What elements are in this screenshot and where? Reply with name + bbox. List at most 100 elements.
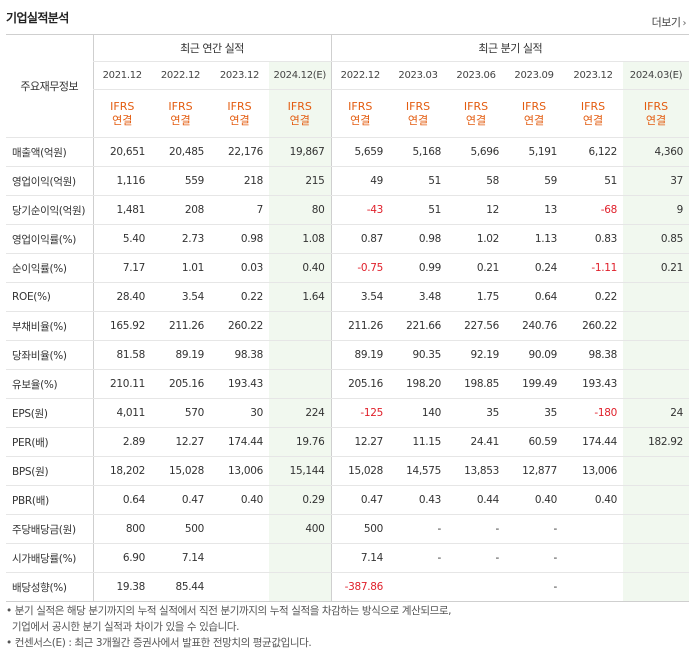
table-cell: 260.22 <box>563 311 624 341</box>
table-cell: 19.76 <box>269 427 332 457</box>
ifrs-label: IFRS <box>227 99 252 113</box>
table-cell <box>210 543 269 573</box>
table-cell <box>623 572 690 602</box>
table-cell: 51 <box>389 195 448 225</box>
table-cell <box>623 340 690 370</box>
table-cell: 89.19 <box>330 340 390 370</box>
table-cell: 7.17 <box>92 253 151 283</box>
financial-summary-table: 주요재무정보 최근 연간 실적 최근 분기 실적 2021.12 2022.12 2… <box>6 34 690 602</box>
ifrs-badge: IFRS 연결 <box>92 89 151 138</box>
table-cell: 7.14 <box>330 543 390 573</box>
table-cell: 0.98 <box>210 224 269 254</box>
table-cell: 199.49 <box>505 369 564 399</box>
table-cell: - <box>447 514 506 544</box>
table-cell: 0.21 <box>623 253 690 283</box>
table-cell: 215 <box>269 166 332 196</box>
table-cell: 0.22 <box>210 282 269 312</box>
table-cell: -68 <box>563 195 624 225</box>
table-row: 배당성향(%) 19.38 85.44 -387.86 - <box>6 572 690 602</box>
row-label: 유보율(%) <box>6 369 93 399</box>
table-cell: 570 <box>151 398 210 428</box>
table-cell: 15,028 <box>330 456 390 486</box>
ifrs-badge: IFRS 연결 <box>330 89 390 138</box>
more-link[interactable]: 더보기 › <box>652 14 687 30</box>
table-cell: 92.19 <box>447 340 506 370</box>
table-cell: 210.11 <box>92 369 151 399</box>
table-cell: 3.48 <box>389 282 448 312</box>
period-header: 2023.12 <box>210 61 269 90</box>
row-label: ROE(%) <box>6 282 93 312</box>
table-cell: 5,168 <box>389 137 448 167</box>
consolidated-label: 연결 <box>350 113 371 127</box>
consolidated-label: 연결 <box>465 113 487 127</box>
footnote-3: • 컨센서스(E) : 최근 3개월간 증권사에서 발표한 전망치의 평균값입니… <box>6 637 312 648</box>
period-header: 2021.12 <box>92 61 151 90</box>
table-cell: 0.99 <box>389 253 448 283</box>
period-header: 2023.09 <box>505 61 564 90</box>
table-row: ROE(%) 28.40 3.54 0.22 1.64 3.54 3.48 1.75 0.64 0… <box>6 282 690 312</box>
table-cell <box>447 572 506 602</box>
table-cell: 6,122 <box>563 137 624 167</box>
table-cell: 85.44 <box>151 572 210 602</box>
consolidated-label: 연결 <box>112 113 133 127</box>
row-label: 영업이익률(%) <box>6 224 93 254</box>
consolidated-label: 연결 <box>407 113 429 127</box>
table-cell: 140 <box>389 398 448 428</box>
table-cell: 89.19 <box>151 340 210 370</box>
table-cell: - <box>389 543 448 573</box>
table-cell: 13 <box>505 195 564 225</box>
table-cell: 205.16 <box>330 369 390 399</box>
table-cell: 4,011 <box>92 398 151 428</box>
table-cell: 224 <box>269 398 332 428</box>
table-cell: 1.02 <box>447 224 506 254</box>
ifrs-badge: IFRS 연결 <box>447 89 506 138</box>
table-cell: -0.75 <box>330 253 390 283</box>
table-cell: 80 <box>269 195 332 225</box>
table-cell: 18,202 <box>92 456 151 486</box>
table-cell: 0.03 <box>210 253 269 283</box>
table-cell: 1.01 <box>151 253 210 283</box>
table-row: 매출액(억원) 20,651 20,485 22,176 19,867 5,659 5,16… <box>6 137 690 167</box>
table-cell: 2.89 <box>92 427 151 457</box>
table-cell: 1,481 <box>92 195 151 225</box>
table-cell: - <box>447 543 506 573</box>
table-cell: 22,176 <box>210 137 269 167</box>
table-cell: -43 <box>330 195 390 225</box>
ifrs-label: IFRS <box>405 99 431 113</box>
table-cell: 198.85 <box>447 369 506 399</box>
table-cell: 24 <box>623 398 690 428</box>
table-cell: 0.85 <box>623 224 690 254</box>
table-cell: 5,191 <box>505 137 564 167</box>
row-label: 배당성향(%) <box>6 572 93 602</box>
table-cell: 227.56 <box>447 311 506 341</box>
ifrs-label: IFRS <box>348 99 373 113</box>
table-row: 영업이익(억원) 1,116 559 218 215 49 51 58 59 51 37 <box>6 166 690 196</box>
table-cell: 208 <box>151 195 210 225</box>
table-cell <box>623 514 690 544</box>
table-cell <box>389 572 448 602</box>
table-cell: 174.44 <box>563 427 624 457</box>
table-cell: 500 <box>330 514 390 544</box>
table-cell: 5.40 <box>92 224 151 254</box>
table-cell: 0.98 <box>389 224 448 254</box>
consolidated-label: 연결 <box>582 113 604 127</box>
table-cell: 19,867 <box>269 137 332 167</box>
table-cell: 51 <box>389 166 448 196</box>
table-cell: 20,651 <box>92 137 151 167</box>
table-cell: 0.40 <box>505 485 564 515</box>
table-cell: 165.92 <box>92 311 151 341</box>
ifrs-badge: IFRS 연결 <box>389 89 448 138</box>
table-cell: 0.21 <box>447 253 506 283</box>
table-cell: 7.14 <box>151 543 210 573</box>
table-cell: 0.22 <box>563 282 624 312</box>
period-header: 2023.12 <box>563 61 624 90</box>
table-cell: 1.13 <box>505 224 564 254</box>
table-cell <box>210 572 269 602</box>
table-cell: 0.64 <box>505 282 564 312</box>
table-cell <box>623 485 690 515</box>
table-cell: 24.41 <box>447 427 506 457</box>
table-cell: 13,006 <box>563 456 624 486</box>
table-cell: 90.35 <box>389 340 448 370</box>
table-cell: 500 <box>151 514 210 544</box>
table-cell: 800 <box>92 514 151 544</box>
